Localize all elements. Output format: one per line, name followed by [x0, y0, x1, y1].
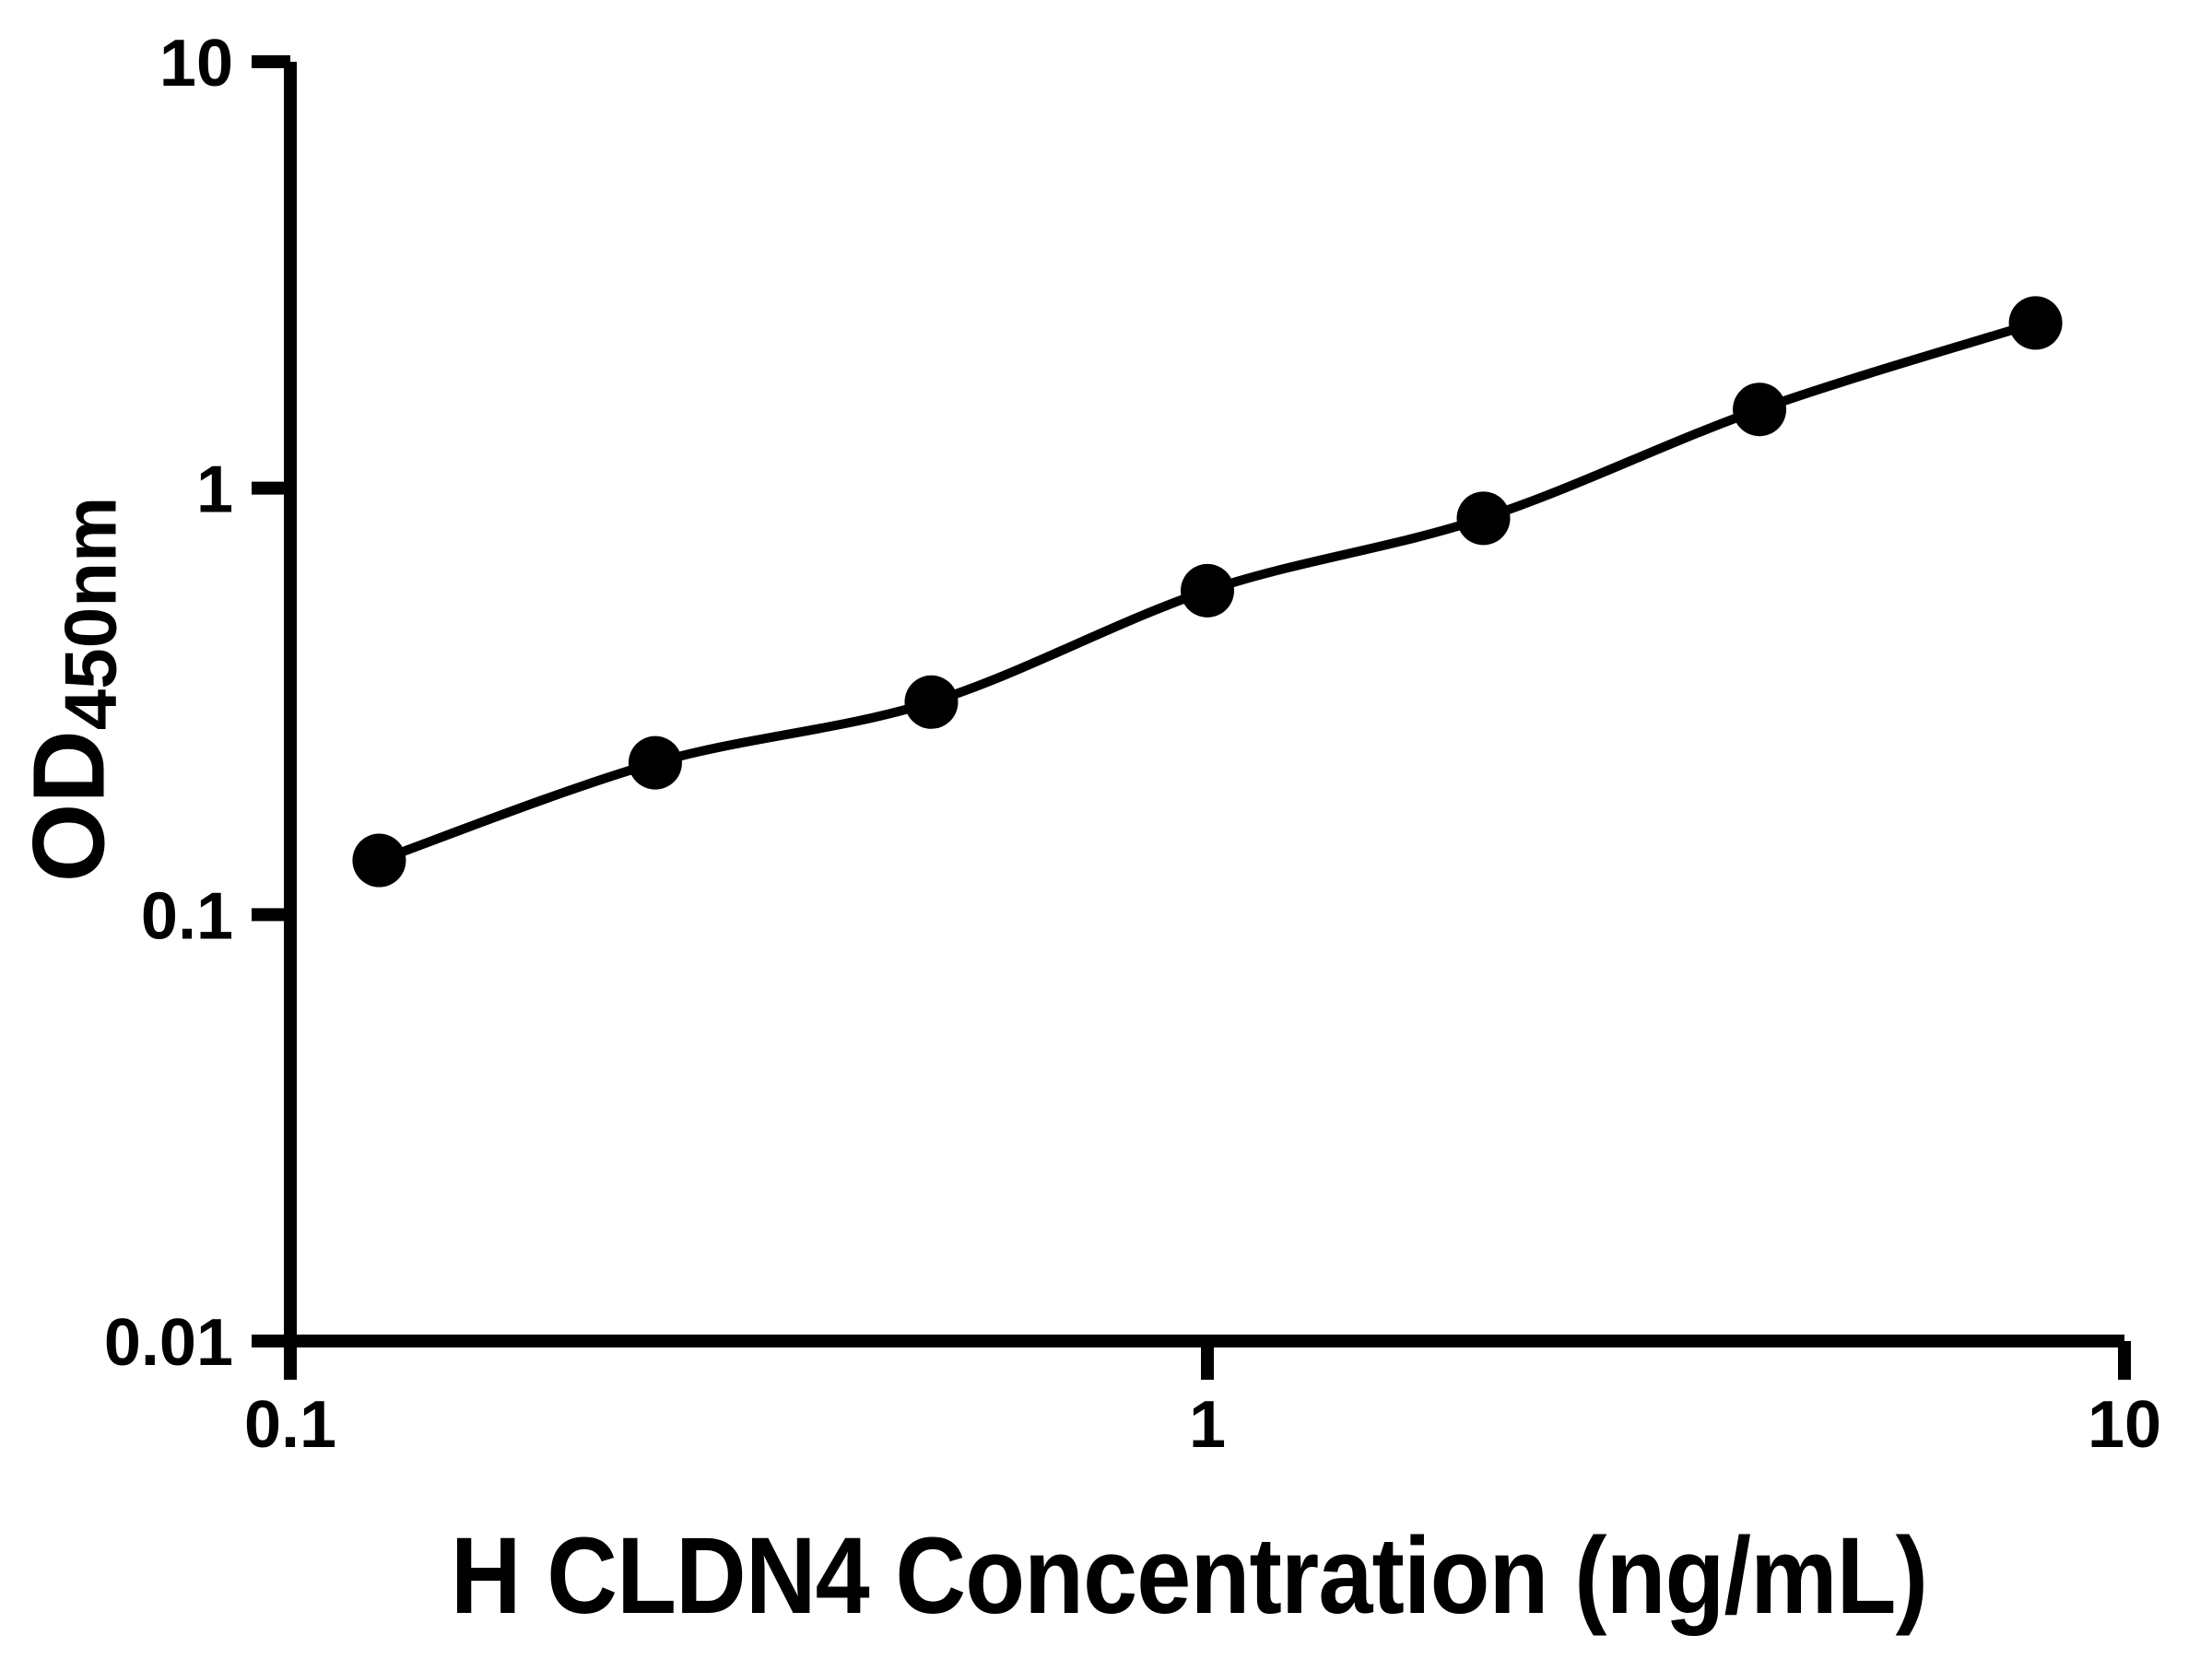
data-point — [904, 675, 959, 729]
y-tick-label: 0.1 — [141, 879, 233, 953]
y-tick-label: 0.01 — [104, 1306, 233, 1380]
y-tick-label: 1 — [196, 453, 233, 527]
data-point — [2008, 296, 2063, 350]
data-point — [352, 833, 406, 888]
data-point — [628, 735, 682, 790]
x-axis-title: H CLDN4 Concentration (ng/mL) — [450, 1515, 1928, 1637]
x-tick-label: 0.1 — [244, 1388, 336, 1462]
y-axis-title-subscript: 450nm — [49, 496, 132, 731]
y-tick-label: 10 — [159, 27, 233, 100]
y-axis-title-main: OD — [12, 730, 126, 883]
data-point — [1733, 382, 1787, 437]
x-tick-label: 1 — [1189, 1388, 1226, 1462]
data-point — [1456, 491, 1511, 546]
y-axis-title: OD450nm — [11, 497, 134, 882]
x-tick-label: 10 — [2088, 1388, 2161, 1462]
data-point — [1181, 563, 1234, 618]
